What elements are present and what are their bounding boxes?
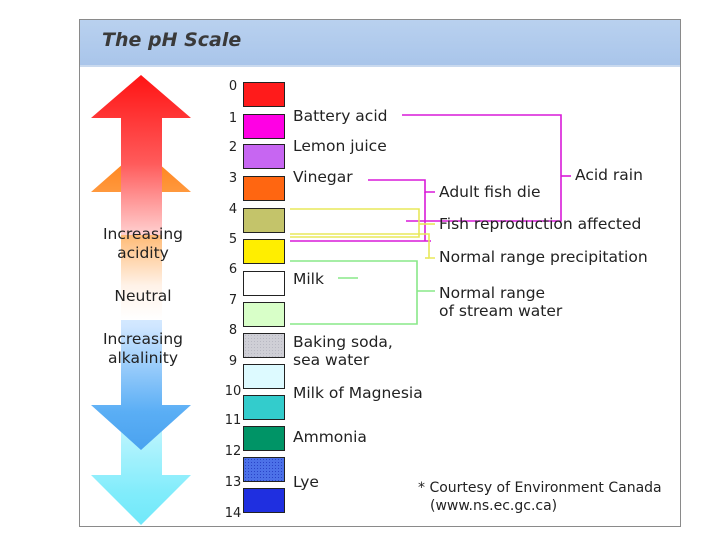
annotation-connectors: [290, 114, 571, 325]
annotation-adult-fish-die: Adult fish die: [439, 183, 541, 201]
ph-color-box: [243, 333, 285, 358]
ph-color-box: [243, 457, 285, 482]
alkalinity-line-2: alkalinity: [108, 349, 178, 367]
ph-number: 12: [224, 444, 242, 459]
ph-color-box: [243, 302, 285, 327]
acidity-alkalinity-arrows: [91, 75, 191, 525]
ph-number: 6: [228, 262, 238, 277]
ph-number: 13: [224, 475, 242, 490]
acidity-line-2: acidity: [117, 244, 169, 262]
ph-number: 4: [228, 202, 238, 217]
annotation-stream-water: Normal range of stream water: [439, 284, 562, 320]
increasing-acidity-label: Increasing acidity: [88, 225, 198, 263]
acidity-line-1: Increasing: [102, 225, 184, 243]
ph-number: 0: [228, 79, 238, 94]
ph-number: 10: [224, 384, 242, 399]
label-battery-acid: Battery acid: [293, 107, 388, 125]
annotation-normal-precipitation: Normal range precipitation: [439, 248, 648, 266]
courtesy-line-2: (www.ns.ec.gc.ca): [430, 498, 558, 514]
neutral-label: Neutral: [114, 287, 172, 305]
label-lye: Lye: [293, 473, 319, 491]
precipitation-connector: [290, 233, 435, 259]
stream-water-line-2: of stream water: [439, 302, 563, 320]
label-baking-soda: Baking soda, sea water: [293, 333, 393, 369]
ph-number: 5: [228, 232, 238, 247]
alkalinity-line-1: Increasing: [102, 330, 184, 348]
ph-color-box: [243, 271, 285, 296]
ph-number: 8: [228, 323, 238, 338]
fish-connector: [290, 208, 420, 238]
header-bar: The pH Scale: [80, 20, 680, 65]
ph-number: 9: [228, 354, 238, 369]
increasing-alkalinity-label: Increasing alkalinity: [88, 330, 198, 368]
baking-soda-line-2: sea water: [293, 351, 370, 369]
ph-color-box: [243, 114, 285, 139]
ph-color-box: [243, 176, 285, 201]
acid-red-arrow: [91, 75, 191, 235]
ph-color-box: [243, 488, 285, 513]
acid-rain-connector: [402, 114, 562, 222]
ph-number: 7: [228, 293, 238, 308]
ph-color-box: [243, 364, 285, 389]
ph-number: 11: [224, 413, 242, 428]
ph-scale-figure: The pH Scale: [79, 19, 681, 527]
ph-color-box: [243, 426, 285, 451]
annotation-acid-rain: Acid rain: [575, 166, 643, 184]
baking-soda-line-1: Baking soda,: [293, 333, 393, 351]
ph-color-box: [243, 144, 285, 169]
courtesy-line-1: * Courtesy of Environment Canada: [418, 480, 662, 496]
label-vinegar: Vinegar: [293, 168, 353, 186]
ph-number: 2: [228, 140, 238, 155]
stream-water-line-1: Normal range: [439, 284, 546, 302]
ph-color-box: [243, 395, 285, 420]
page-title: The pH Scale: [102, 29, 242, 51]
ph-color-box: [243, 82, 285, 107]
ph-number: 1: [228, 111, 238, 126]
vinegar-connector: [368, 179, 435, 193]
ph-color-box: [243, 239, 285, 264]
label-milk-of-magnesia: Milk of Magnesia: [293, 384, 423, 402]
alkaline-blue-arrow: [91, 260, 191, 450]
label-ammonia: Ammonia: [293, 428, 367, 446]
annotation-fish-reproduction: Fish reproduction affected: [439, 215, 642, 233]
courtesy-note: * Courtesy of Environment Canada (www.ns…: [418, 479, 662, 515]
label-milk: Milk: [293, 270, 324, 288]
ph-number: 14: [224, 506, 242, 521]
header-divider: [80, 65, 680, 67]
ph-color-box: [243, 208, 285, 233]
label-lemon-juice: Lemon juice: [293, 137, 387, 155]
stream-connector: [290, 260, 418, 325]
ph-number: 3: [228, 171, 238, 186]
